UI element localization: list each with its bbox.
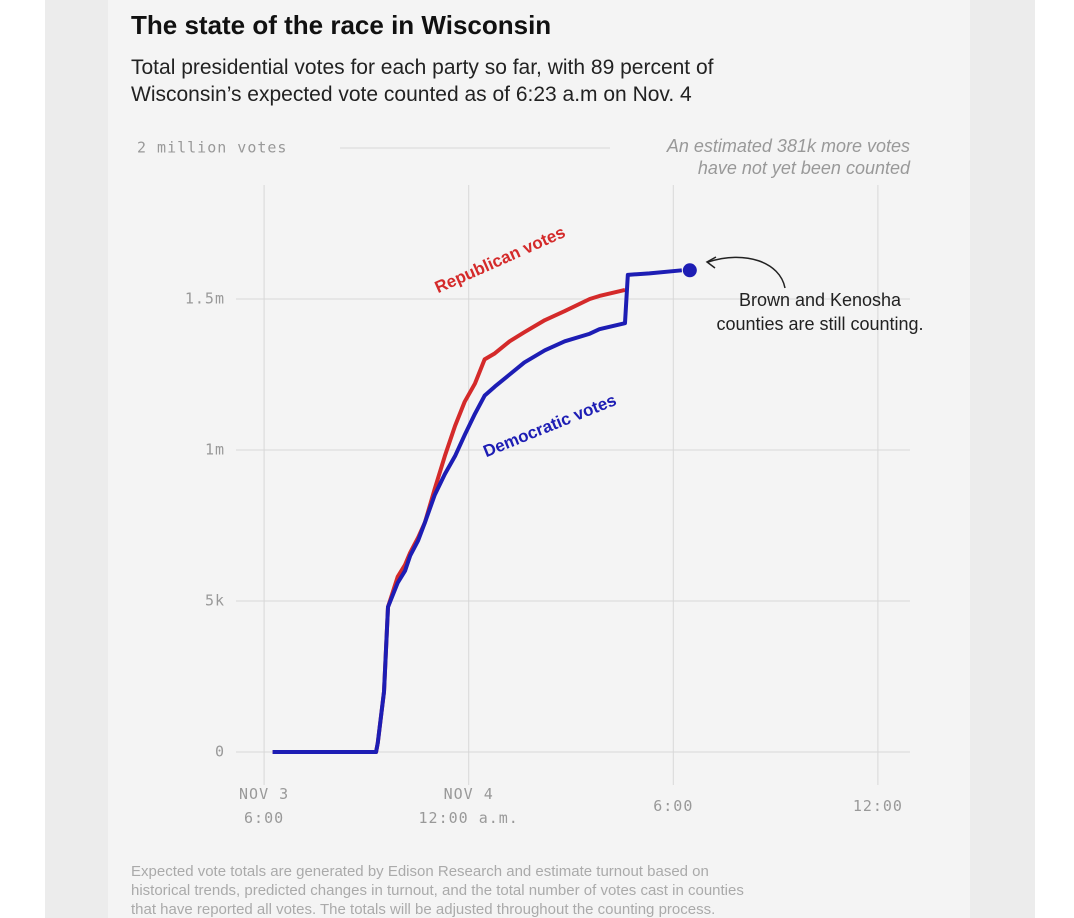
- x-tick-label: 12:00: [852, 797, 903, 815]
- annotation: Brown and Kenosha counties are still cou…: [716, 290, 924, 334]
- x-tick-label: NOV 3 6:00: [239, 785, 290, 827]
- annotation-arrow: [707, 256, 786, 289]
- chart-title: The state of the race in Wisconsin: [131, 10, 552, 40]
- inner-panel: [108, 0, 970, 918]
- y-tick-label: 1.5m: [185, 290, 225, 308]
- footnote: Expected vote totals are generated by Ed…: [131, 863, 744, 918]
- data-line: [272, 268, 683, 754]
- x-tick-label: NOV 4 12:00 a.m.: [418, 785, 519, 827]
- arrow-head: [705, 256, 717, 269]
- y-tick-label: 2 million votes: [137, 139, 287, 157]
- y-tick-label: 0: [215, 743, 225, 761]
- annotation: An estimated 381k more votes have not ye…: [666, 136, 910, 178]
- x-tick-label: 6:00: [653, 797, 694, 815]
- y-tick-label: 5k: [205, 592, 225, 610]
- chart-subtitle: Total presidential votes for each party …: [131, 56, 714, 106]
- y-tick-label: 1m: [205, 441, 225, 459]
- last-point: [682, 263, 697, 278]
